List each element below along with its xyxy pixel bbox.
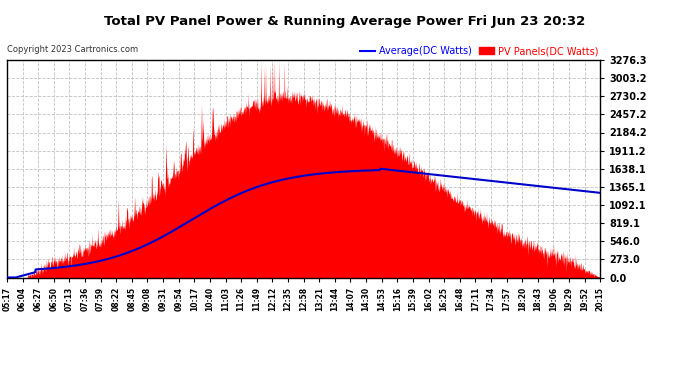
Text: Total PV Panel Power & Running Average Power Fri Jun 23 20:32: Total PV Panel Power & Running Average P… — [104, 15, 586, 28]
Text: Copyright 2023 Cartronics.com: Copyright 2023 Cartronics.com — [7, 45, 138, 54]
Legend: Average(DC Watts), PV Panels(DC Watts): Average(DC Watts), PV Panels(DC Watts) — [357, 42, 602, 60]
